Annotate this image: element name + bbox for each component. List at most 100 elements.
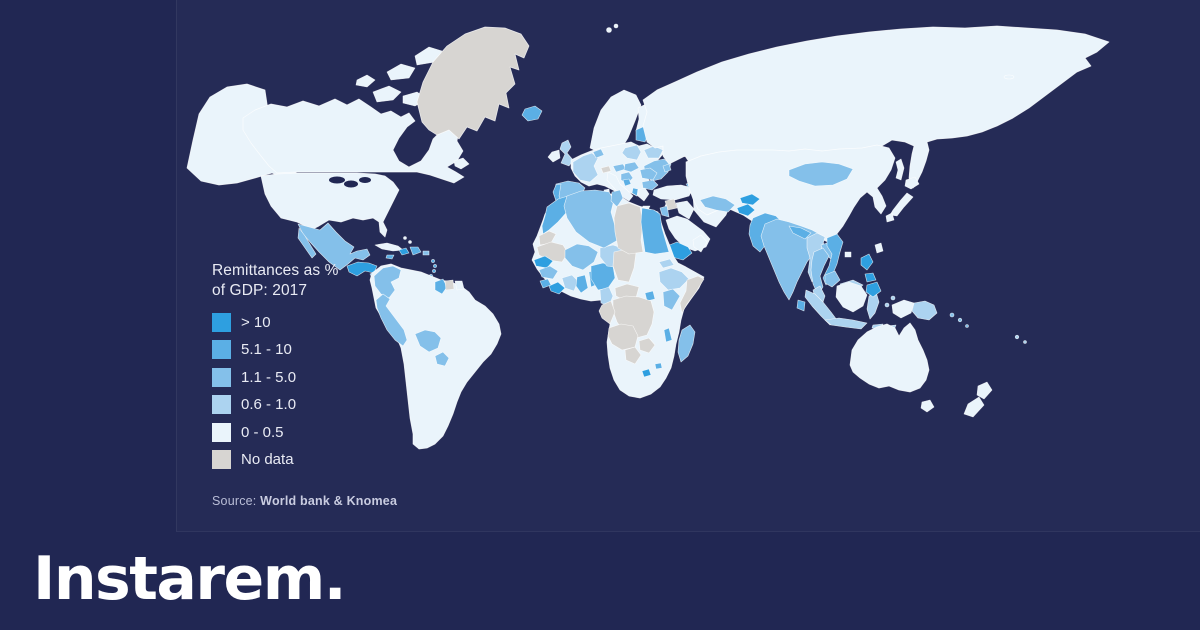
region-wrangel-island xyxy=(1003,74,1015,80)
legend-title-line2: of GDP: 2017 xyxy=(212,282,308,300)
legend-item: No data xyxy=(212,450,402,470)
region-paraguay xyxy=(434,351,450,367)
region-solomon-islands xyxy=(965,324,969,328)
region-swaziland xyxy=(654,362,663,370)
legend-swatch xyxy=(212,395,231,415)
instarem-logo: Instarem. xyxy=(33,544,347,614)
legend-title-line1: Remittances as % xyxy=(212,262,339,279)
region-bahamas xyxy=(403,236,407,240)
legend-item: 1.1 - 5.0 xyxy=(212,367,402,387)
region-puerto-rico xyxy=(422,250,430,256)
region-thailand xyxy=(810,247,830,296)
region-uganda xyxy=(644,290,656,302)
region-usa xyxy=(260,172,400,238)
region-fiji xyxy=(1023,340,1027,344)
region-jordan xyxy=(659,205,670,218)
region-lesser-antilles xyxy=(432,269,436,273)
region-west-papua xyxy=(891,299,915,319)
region-hainan xyxy=(844,251,852,258)
legend-swatch xyxy=(212,340,231,360)
world-map-svg xyxy=(186,23,1110,450)
region-new-zealand xyxy=(963,396,985,418)
source-prefix: Source: xyxy=(212,494,257,509)
region-senegal xyxy=(533,255,554,269)
region-taiwan xyxy=(874,242,884,254)
legend-swatch xyxy=(212,422,231,442)
region-newfoundland xyxy=(453,157,470,170)
region-switzerland xyxy=(600,165,612,174)
legend-swatch xyxy=(212,367,231,387)
region-mexico xyxy=(297,222,371,271)
region-fiji xyxy=(1014,334,1020,340)
region-ireland xyxy=(547,149,561,163)
region-mongolia xyxy=(788,161,854,187)
source-note: Source: World bank & Knomea xyxy=(212,494,402,508)
region-suriname xyxy=(444,279,455,291)
region-arctic-island xyxy=(372,85,402,103)
legend-item: 5.1 - 10 xyxy=(212,340,402,360)
region-svalbard xyxy=(606,27,612,33)
region-botswana xyxy=(624,346,642,365)
region-libya xyxy=(613,202,644,255)
region-france xyxy=(572,152,599,183)
region-greenland xyxy=(416,26,530,140)
region-bolivia xyxy=(414,329,442,353)
region-australia xyxy=(849,322,930,393)
region-japan-honshu xyxy=(889,192,914,217)
region-kyrgyzstan xyxy=(739,193,761,206)
asia-group xyxy=(685,144,920,312)
region-moluccas xyxy=(884,302,890,308)
region-iceland xyxy=(521,105,543,122)
africa-group xyxy=(531,189,705,399)
region-ecuador-peru xyxy=(375,293,408,347)
region-zimbabwe xyxy=(638,337,656,354)
oceania-group xyxy=(849,322,993,418)
region-sakhalin xyxy=(895,158,905,181)
region-baja-california xyxy=(297,227,317,259)
world-map xyxy=(176,0,1200,532)
legend-item: 0 - 0.5 xyxy=(212,422,402,442)
great-lake xyxy=(359,177,371,183)
region-tasmania xyxy=(920,399,935,413)
legend-label: 5.1 - 10 xyxy=(241,341,292,359)
europe-group xyxy=(547,89,672,211)
region-nepal xyxy=(788,225,812,240)
region-arctic-island xyxy=(386,63,416,81)
region-bulgaria xyxy=(641,179,659,191)
region-bosnia xyxy=(622,178,632,187)
legend: Remittances as % of GDP: 2017 > 10 5.1 -… xyxy=(212,261,402,508)
region-sri-lanka xyxy=(796,299,806,312)
legend-label: 0 - 0.5 xyxy=(241,423,284,441)
legend-swatch xyxy=(212,450,231,470)
legend-swatch xyxy=(212,312,231,332)
region-moldova xyxy=(662,163,672,173)
region-solomon-islands xyxy=(957,317,963,323)
region-madagascar xyxy=(677,324,696,363)
region-japan-kyushu xyxy=(885,212,895,223)
region-jamaica xyxy=(385,254,395,260)
legend-label: 0.6 - 1.0 xyxy=(241,396,297,414)
great-lake xyxy=(344,180,358,188)
region-borneo xyxy=(835,281,868,313)
region-solomon-islands xyxy=(949,312,955,318)
region-belarus xyxy=(643,145,664,159)
region-malawi xyxy=(663,327,673,343)
region-colombia xyxy=(373,265,402,299)
region-italy xyxy=(606,171,634,202)
region-new-zealand xyxy=(976,381,993,400)
region-philippines xyxy=(864,272,877,283)
region-lesser-antilles xyxy=(433,264,437,268)
region-tunisia xyxy=(610,189,624,208)
region-bahamas xyxy=(408,240,412,244)
region-papua-new-guinea xyxy=(911,300,938,321)
region-romania xyxy=(639,167,658,181)
region-philippines xyxy=(860,253,874,271)
region-haiti xyxy=(398,247,410,256)
region-oman xyxy=(692,234,708,253)
region-moluccas xyxy=(890,295,896,301)
region-arctic-island xyxy=(355,74,376,88)
legend-label: 1.1 - 5.0 xyxy=(241,368,297,386)
region-somalia xyxy=(679,275,705,314)
great-lake xyxy=(329,176,345,184)
region-nigeria xyxy=(590,262,616,291)
